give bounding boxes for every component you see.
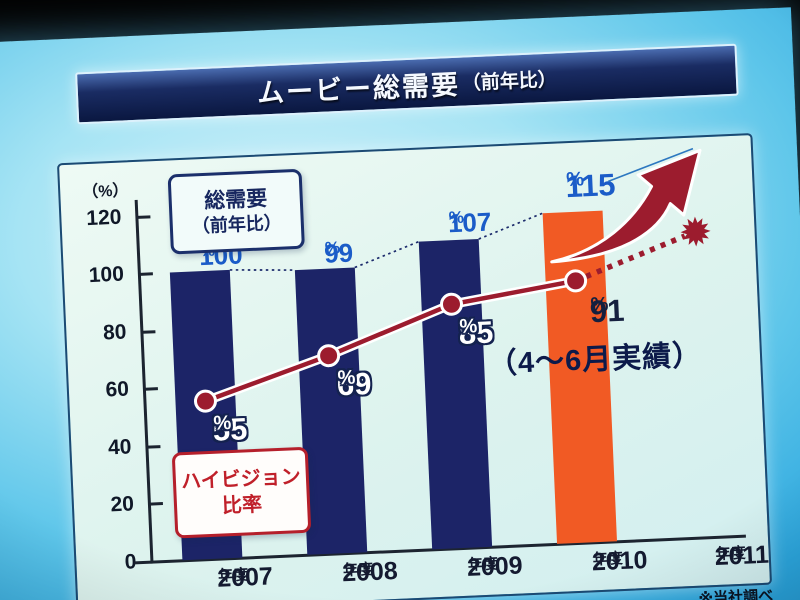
chart-panel: （%） 120 100 80 60 40 20 0 100% 99% 107%: [56, 132, 773, 600]
y-tickmark: [139, 272, 153, 276]
y-axis-line: [134, 199, 154, 564]
y-axis-unit-label: （%）: [81, 182, 129, 202]
slide-title: ムービー総需要: [256, 69, 461, 109]
percent-sign: %: [213, 412, 232, 435]
y-tick-20: 20: [110, 492, 135, 517]
title-banner: ムービー総需要 （前年比）: [75, 43, 739, 125]
year-suffix: 年度: [217, 566, 249, 585]
legend-line: （前年比）: [191, 212, 283, 237]
projector-screen: ムービー総需要 （前年比） （%） 120 100 80 60 40 20 0: [0, 7, 800, 600]
bar-top-connector-2008-2009: [354, 240, 420, 269]
hivision-ratio-legend-box: ハイビジョン 比率: [171, 446, 312, 539]
year-suffix: 年度: [342, 560, 374, 580]
y-tick-40: 40: [107, 435, 132, 460]
y-tick-0: 0: [124, 550, 137, 574]
y-tickmark: [149, 502, 163, 506]
starburst-icon: [680, 216, 711, 247]
y-tick-80: 80: [102, 320, 127, 345]
y-tickmark: [144, 387, 158, 391]
y-tick-100: 100: [88, 262, 125, 288]
year-suffix: 年度: [592, 550, 624, 569]
percent-sign: %: [448, 207, 465, 228]
period-annotation: （4～6月実績）: [487, 339, 703, 381]
y-tickmark: [147, 445, 161, 449]
slide-title-paren: （前年比）: [461, 68, 558, 95]
percent-sign: %: [590, 293, 609, 317]
y-tick-60: 60: [105, 377, 130, 402]
y-tickmark: [137, 215, 151, 219]
y-tickmark: [142, 330, 156, 334]
guide-line-to-arrow: [607, 147, 694, 183]
year-suffix: 年度: [467, 555, 499, 574]
percent-sign: %: [337, 366, 356, 390]
total-demand-legend-box: 総需要 （前年比）: [167, 168, 305, 255]
legend-line: 比率: [221, 493, 263, 518]
source-note: ※当社調べ: [698, 587, 774, 600]
percent-sign: %: [565, 168, 585, 192]
y-tick-120: 120: [85, 205, 122, 231]
percent-sign: %: [324, 238, 341, 258]
year-suffix: 年度: [715, 544, 747, 563]
percent-sign: %: [459, 315, 478, 338]
bar-2009-total-demand: [418, 239, 493, 550]
